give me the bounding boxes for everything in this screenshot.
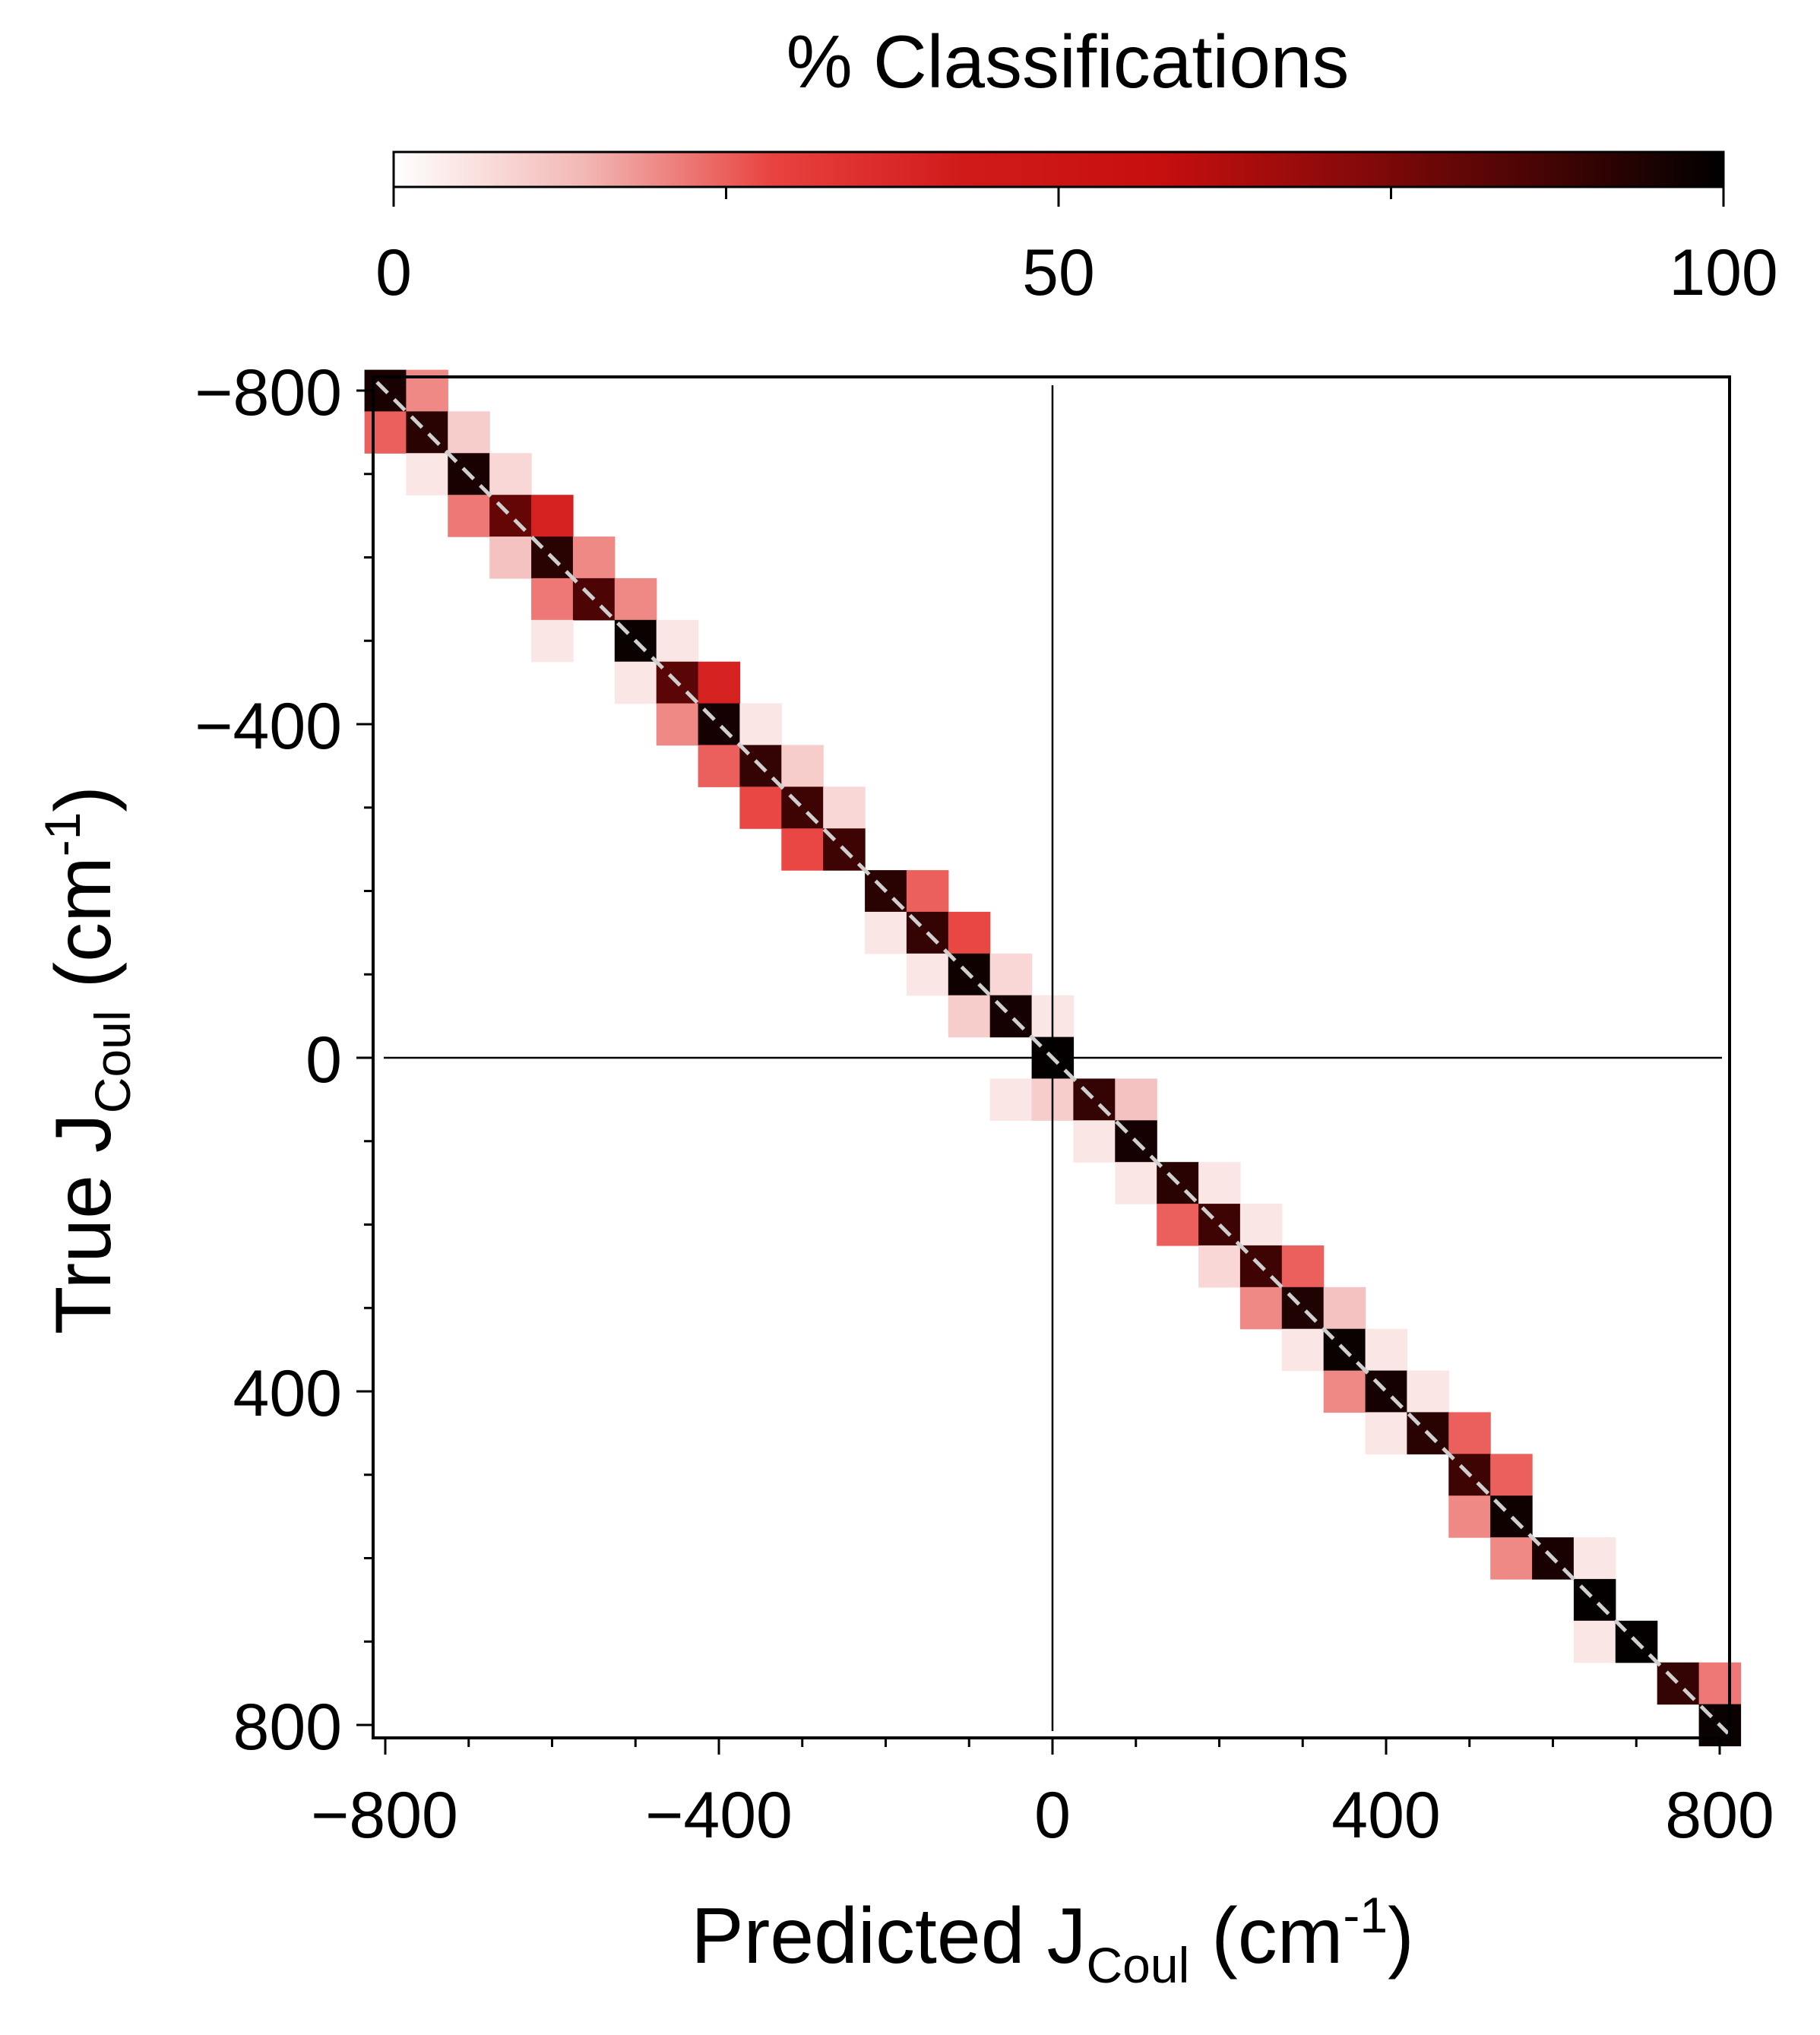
heatmap-cell	[489, 536, 532, 579]
colorbar-tick-label-50: 50	[1022, 236, 1095, 309]
heatmap-cell	[364, 411, 407, 454]
colorbar-ticks	[392, 187, 1725, 207]
identity-line	[375, 381, 1730, 1735]
heatmap-cell	[614, 578, 657, 621]
y-axis-label-main: True J	[40, 1113, 128, 1334]
heatmap-cell	[698, 661, 741, 704]
heatmap-cell	[865, 911, 907, 954]
heatmap-cell	[531, 495, 574, 537]
x-tick-label: −800	[311, 1779, 458, 1852]
colorbar-tick-label-0: 0	[375, 236, 412, 309]
y-tick-label: 400	[233, 1357, 343, 1430]
y-tick-label: −400	[195, 690, 342, 763]
heatmap-cell	[656, 619, 699, 663]
x-tick-label: 0	[1034, 1779, 1071, 1852]
heatmap-cell	[906, 870, 949, 913]
heatmap-cell	[698, 745, 741, 787]
heatmap-cell	[989, 953, 1033, 996]
y-axis-label-close: )	[40, 786, 128, 812]
colorbar-title: % Classifications	[787, 20, 1350, 103]
heatmap-cell	[1407, 1370, 1449, 1413]
heatmap-cell	[1323, 1287, 1366, 1330]
heatmap-cell	[1698, 1662, 1742, 1705]
y-axis-label-unit: (cm	[40, 856, 128, 1010]
heatmap-cell	[531, 619, 574, 663]
heatmap-cell	[1239, 1204, 1283, 1246]
heatmap-cell	[489, 453, 532, 495]
x-axis-label-close: )	[1388, 1892, 1414, 1980]
heatmap-cell	[656, 703, 699, 746]
heatmap-cell	[1490, 1454, 1533, 1496]
heatmap-cell	[1573, 1620, 1616, 1663]
heatmap-cell	[448, 411, 490, 454]
heatmap-cells	[364, 369, 1742, 1747]
y-axis-label-sub: Coul	[84, 1010, 141, 1113]
heatmap-cell	[1365, 1328, 1408, 1372]
heatmap-cell	[614, 661, 657, 704]
heatmap-cell	[1281, 1245, 1325, 1288]
heatmap-cell	[1490, 1537, 1533, 1580]
x-axis-label-unit: (cm	[1189, 1892, 1343, 1980]
heatmap-cell	[448, 495, 490, 537]
y-tick-label: 800	[233, 1691, 343, 1764]
axis-ticks	[356, 389, 1721, 1755]
heatmap-cell	[1281, 1287, 1325, 1330]
heatmap-cell	[1198, 1245, 1241, 1288]
heatmap-cell	[1239, 1287, 1283, 1330]
y-tick-label: 0	[305, 1024, 342, 1097]
heatmap-cell	[1073, 1120, 1116, 1163]
x-tick-label: −400	[645, 1779, 793, 1852]
colorbar-tick-label-100: 100	[1669, 236, 1778, 309]
y-axis-label: True JCoul (cm-1)	[34, 786, 141, 1334]
heatmap-cell	[989, 1078, 1033, 1121]
heatmap-cell	[1573, 1578, 1616, 1622]
heatmap-cell	[406, 453, 448, 495]
x-axis-label: Predicted JCoul (cm-1)	[691, 1887, 1414, 1993]
heatmap-cell	[1365, 1412, 1408, 1454]
heatmap-cell	[1198, 1162, 1241, 1204]
heatmap-cell	[1323, 1370, 1366, 1413]
y-tick-label: −800	[195, 356, 342, 429]
heatmap-cell	[1448, 1412, 1491, 1454]
heatmap-cell	[1115, 1078, 1157, 1121]
heatmap-cell	[906, 953, 949, 996]
colorbar	[392, 150, 1725, 188]
heatmap-cell	[1281, 1328, 1325, 1372]
heatmap-cell	[739, 786, 782, 829]
heatmap-cell	[1573, 1537, 1616, 1580]
heatmap-cell	[781, 745, 824, 787]
heatmap-cell	[823, 786, 866, 829]
heatmap-cell	[1448, 1495, 1491, 1538]
heatmap-cell	[1115, 1162, 1157, 1204]
x-axis-label-sup: -1	[1343, 1887, 1388, 1943]
heatmap-cell	[531, 578, 574, 621]
x-axis-label-sub: Coul	[1087, 1937, 1190, 1993]
x-axis-label-main: Predicted J	[691, 1892, 1086, 1980]
x-tick-label: 400	[1331, 1779, 1441, 1852]
heatmap-cell	[781, 828, 824, 871]
heatmap-cell	[572, 536, 616, 579]
heatmap-cell	[948, 995, 991, 1038]
x-tick-label: 800	[1665, 1779, 1774, 1852]
heatmap-cell	[489, 495, 532, 537]
y-axis-label-sup: -1	[34, 812, 90, 857]
heatmap-cell	[739, 703, 782, 746]
heatmap-cell	[1157, 1204, 1199, 1246]
heatmap-cell	[948, 911, 991, 954]
